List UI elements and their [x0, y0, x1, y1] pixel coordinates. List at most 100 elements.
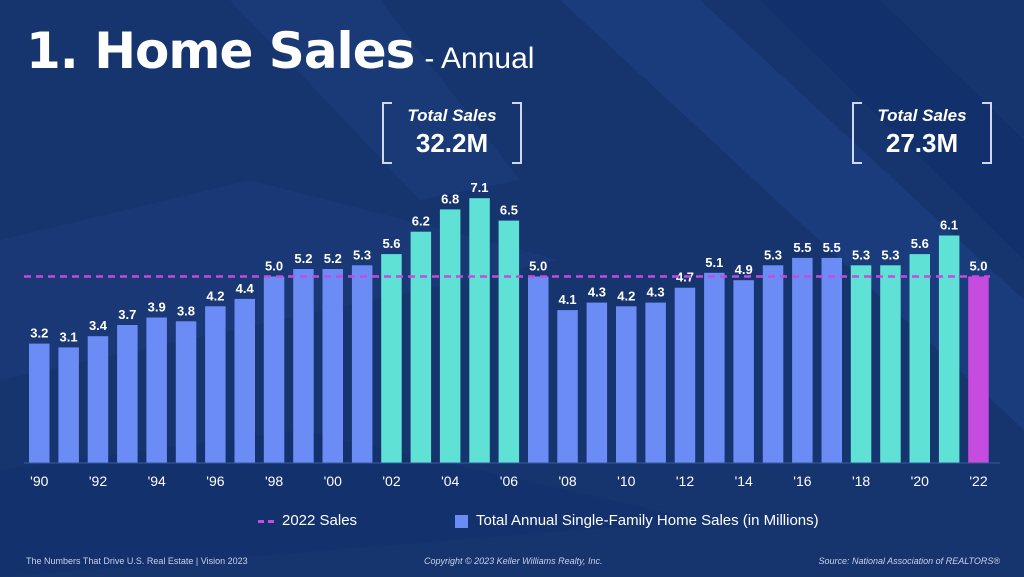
value-label-2014: 4.9: [735, 262, 753, 277]
x-tick-label-2006: '06: [500, 473, 518, 489]
value-label-2019: 5.3: [881, 247, 899, 262]
footer-center: Copyright © 2023 Keller Williams Realty,…: [424, 556, 602, 566]
value-label-2002: 5.6: [382, 236, 400, 251]
footer-copyright: Copyright © 2023 Keller Williams Realty,…: [424, 556, 603, 566]
x-tick-label-1998: '98: [265, 473, 283, 489]
callout-label: Total Sales: [407, 106, 497, 125]
bar-1990: [29, 343, 50, 463]
value-label-2006: 6.5: [500, 203, 518, 218]
x-tick-label-2018: '18: [852, 473, 870, 489]
page-title: 1. Home Sales - Annual: [26, 22, 534, 80]
x-tick-label-2010: '10: [617, 473, 635, 489]
bar-2003: [410, 231, 432, 463]
bar-swatch: [455, 514, 468, 528]
dashed-line-swatch: [258, 519, 274, 523]
bar-2020: [909, 254, 930, 463]
callout-bracket-left: [852, 102, 862, 164]
bar-2019: [880, 265, 901, 463]
bar-2010: [616, 306, 637, 463]
bar-2016: [792, 257, 813, 463]
value-label-1992: 3.4: [89, 318, 108, 333]
value-label-2007: 5.0: [529, 259, 547, 274]
bar-2014: [733, 280, 754, 463]
value-label-2008: 4.1: [559, 292, 577, 307]
bar-2015: [762, 265, 784, 463]
bar-2017: [821, 257, 842, 463]
value-label-1996: 4.2: [206, 288, 224, 303]
bar-2006: [498, 220, 520, 463]
value-label-2001: 5.3: [353, 247, 371, 262]
bar-2021: [938, 235, 960, 463]
value-label-2013: 5.1: [705, 255, 723, 270]
bar-2005: [469, 198, 490, 463]
bar-2013: [704, 272, 725, 463]
x-tick-label-2020: '20: [911, 473, 929, 489]
bar-1997: [234, 298, 255, 463]
bar-2000: [322, 269, 343, 463]
title-main: 1. Home Sales: [26, 22, 415, 80]
value-label-2011: 4.3: [647, 285, 665, 300]
callout-value: 32.2M: [415, 128, 489, 158]
value-label-2016: 5.5: [793, 240, 811, 255]
value-label-2017: 5.5: [823, 240, 841, 255]
bar-1994: [146, 317, 167, 463]
value-label-1993: 3.7: [118, 307, 136, 322]
bar-1998: [263, 276, 285, 463]
bar-2022: [968, 276, 989, 463]
value-label-2000: 5.2: [324, 251, 342, 266]
callout-bracket-left: [382, 102, 392, 164]
callout-bracket-right: [982, 102, 992, 164]
x-tick-label-1990: '90: [30, 473, 48, 489]
x-tick-label-2000: '00: [324, 473, 342, 489]
callout-bracket-right: [512, 102, 522, 164]
x-tick-label-1994: '94: [148, 473, 166, 489]
value-label-2018: 5.3: [852, 247, 870, 262]
value-label-2020: 5.6: [911, 236, 929, 251]
value-label-2005: 7.1: [470, 180, 488, 195]
callout-label: Total Sales: [877, 106, 967, 125]
bar-1995: [175, 321, 197, 463]
title-subtitle: - Annual: [424, 42, 535, 75]
value-label-2009: 4.3: [588, 285, 606, 300]
x-tick-label-2004: '04: [441, 473, 459, 489]
value-label-2004: 6.8: [441, 191, 459, 206]
legend-reference: 2022 Sales: [258, 512, 357, 529]
callout-value: 27.3M: [885, 128, 959, 158]
value-label-1994: 3.9: [148, 300, 166, 315]
value-label-1995: 3.8: [177, 303, 195, 318]
bar-2008: [557, 310, 578, 463]
bar-1991: [58, 347, 79, 463]
x-tick-label-2002: '02: [382, 473, 400, 489]
value-label-2022: 5.0: [969, 259, 987, 274]
x-tick-label-2022: '22: [969, 473, 987, 489]
value-label-1997: 4.4: [236, 281, 255, 296]
bar-1996: [205, 306, 226, 463]
legend-bars-label: Total Annual Single-Family Home Sales (i…: [476, 512, 819, 529]
bar-2018: [850, 265, 872, 463]
legend-reference-label: 2022 Sales: [282, 512, 358, 529]
bar-2007: [528, 276, 549, 463]
bar-2002: [381, 254, 402, 463]
bar-2011: [645, 302, 666, 463]
value-label-2010: 4.2: [617, 288, 635, 303]
x-tick-label-2008: '08: [558, 473, 576, 489]
bar-2009: [586, 302, 608, 463]
bar-1999: [293, 269, 314, 463]
value-label-1999: 5.2: [294, 251, 312, 266]
value-label-2021: 6.1: [940, 218, 958, 233]
bar-1993: [117, 325, 138, 463]
footer-left: The Numbers That Drive U.S. Real Estate …: [26, 556, 248, 566]
bar-2001: [351, 265, 373, 463]
x-tick-label-2014: '14: [735, 473, 753, 489]
callout-total-sales-2002-2006: Total Sales 32.2M: [382, 102, 522, 164]
bar-2004: [439, 209, 461, 463]
x-tick-label-2016: '16: [793, 473, 811, 489]
value-label-2003: 6.2: [412, 214, 430, 229]
x-tick-label-2012: '12: [676, 473, 694, 489]
x-tick-label-1992: '92: [89, 473, 107, 489]
value-label-1998: 5.0: [265, 259, 283, 274]
bar-2012: [674, 287, 696, 463]
x-tick-label-1996: '96: [206, 473, 224, 489]
